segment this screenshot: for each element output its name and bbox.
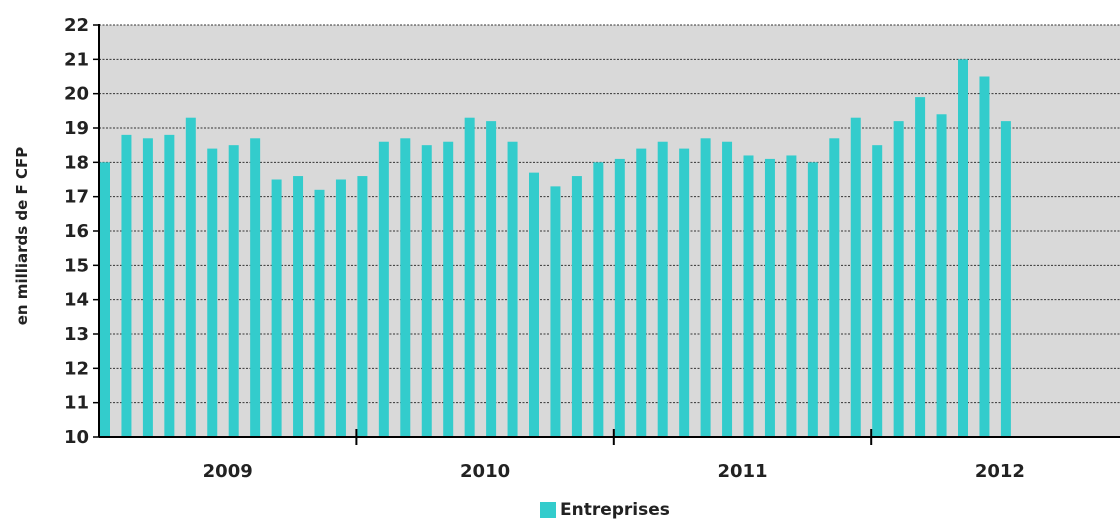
bar [722,141,733,437]
bar [185,117,196,437]
bar [786,155,797,437]
bar [464,117,475,437]
bar [958,59,968,437]
bar [893,121,904,437]
bar [614,158,625,437]
bar [550,186,561,437]
bar [121,134,132,437]
x-tick-label: 2011 [717,461,767,482]
bar [142,138,153,438]
bar [228,145,239,437]
bar [271,179,282,437]
legend-label: Entreprises [560,500,670,520]
y-axis-title: en milliards de F CFP [13,147,31,326]
x-tick-label: 2010 [460,461,510,482]
y-tick-label: 13 [64,324,89,345]
y-tick-label: 16 [64,221,89,242]
bar [979,76,990,437]
bar [872,145,883,437]
bar [250,138,261,438]
bar [335,179,346,437]
y-tick-label: 21 [64,49,89,70]
bar [400,138,411,438]
bar [529,172,539,437]
bar [764,158,775,437]
y-tick-label: 12 [64,358,89,379]
y-tick-label: 17 [64,187,89,208]
bar [657,141,668,437]
bar [1000,121,1011,437]
bar [486,121,497,437]
bar [700,138,711,438]
legend-swatch [540,502,556,518]
y-tick-label: 22 [64,15,89,36]
bar [679,148,690,437]
y-tick-label: 18 [64,152,89,173]
bar [593,162,604,438]
y-tick-label: 11 [64,393,89,414]
bar [293,176,304,438]
bar [636,148,647,437]
bar [207,148,218,437]
bar [850,117,861,437]
y-tick-label: 19 [64,118,89,139]
y-tick-label: 15 [64,255,89,276]
bar [164,134,175,437]
bar [936,114,947,438]
bar [100,162,110,438]
bar [378,141,389,437]
bar [357,176,368,438]
bar [743,155,754,437]
x-tick-label: 2012 [975,461,1025,482]
y-tick-label: 10 [64,427,89,448]
bar [421,145,432,437]
y-tick-label: 14 [64,290,89,311]
bar [807,162,818,438]
y-tick-label: 20 [64,84,89,105]
bar [507,141,518,437]
bar [314,189,325,437]
bar [571,176,582,438]
bar [443,141,454,437]
bar [829,138,840,438]
legend: Entreprises [540,500,670,520]
x-tick-label: 2009 [203,461,253,482]
bar [915,97,926,437]
